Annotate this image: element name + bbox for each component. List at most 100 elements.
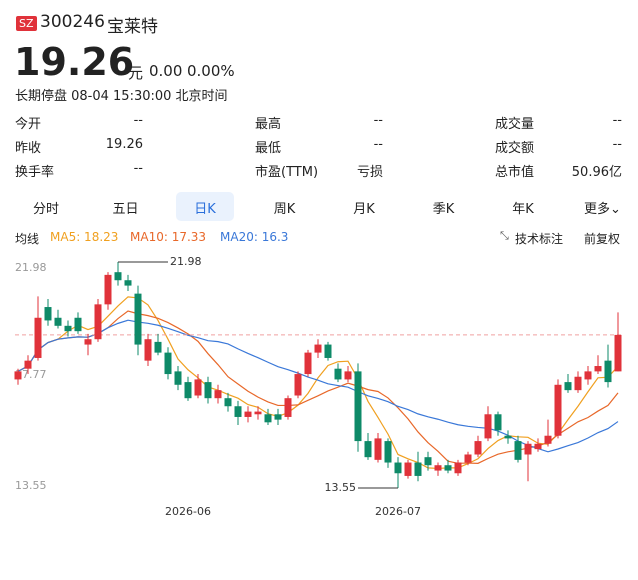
ma-legend: MA10: 17.33 — [130, 230, 207, 244]
candle-body — [484, 414, 492, 439]
candle-body — [114, 272, 122, 281]
candle-body — [74, 317, 82, 332]
x-tick-label: 2026-07 — [375, 505, 421, 518]
candle-body — [264, 414, 272, 423]
candle-body — [294, 374, 302, 396]
candle-body — [424, 457, 432, 466]
y-tick-label: 13.55 — [15, 479, 47, 492]
market-badge: SZ — [16, 16, 37, 31]
candle-body — [34, 317, 42, 358]
tab[interactable]: 季K — [432, 202, 455, 217]
candle-body — [414, 462, 422, 476]
candle-body — [14, 371, 22, 380]
ma-legend: MA5: 18.23 — [50, 230, 119, 244]
stat-value: 50.96亿 — [571, 165, 622, 180]
candle-body — [44, 307, 52, 321]
stock-code: 300246 — [40, 12, 105, 32]
candle-body — [614, 334, 622, 372]
candle-body — [374, 438, 382, 460]
tab[interactable]: 分时 — [32, 202, 59, 217]
active-tab-bg — [176, 192, 234, 221]
tab[interactable]: 更多⌄ — [584, 202, 621, 217]
low-label: 13.55 — [325, 481, 357, 494]
candle-body — [564, 382, 572, 391]
candle-body — [284, 398, 292, 417]
price-unit: 元 — [128, 64, 144, 82]
candle-body — [94, 304, 102, 340]
y-tick-label: 21.98 — [15, 261, 47, 274]
stat-label: 市盈(TTM) — [255, 165, 319, 180]
candle-body — [134, 293, 142, 345]
stat-value: -- — [373, 113, 383, 128]
stat-label: 总市值 — [495, 165, 535, 180]
candle-body — [544, 435, 552, 444]
tab[interactable]: 五日 — [112, 202, 139, 217]
tech-icon: ⤡ — [500, 229, 509, 242]
stat-value: -- — [133, 161, 143, 176]
tab[interactable]: 周K — [273, 202, 296, 217]
change: 0.00 — [149, 62, 183, 80]
candle-body — [534, 443, 542, 450]
stat-value: -- — [373, 137, 383, 152]
candle-body — [214, 390, 222, 399]
candle-body — [244, 411, 252, 417]
candle-body — [494, 414, 502, 431]
candle-body — [314, 344, 322, 353]
candle-body — [64, 325, 72, 332]
candle-body — [54, 317, 62, 326]
adjust[interactable]: 前复权 — [584, 232, 621, 246]
candle-body — [104, 274, 112, 305]
candle-body — [304, 352, 312, 375]
candle-body — [274, 414, 282, 420]
stat-label: 最高 — [255, 117, 282, 132]
stat-value: -- — [612, 113, 622, 128]
ma-line — [17, 310, 619, 464]
stat-label: 最低 — [255, 141, 282, 156]
tab[interactable]: 日K — [194, 202, 216, 217]
candle-body — [324, 344, 332, 358]
candle-body — [584, 371, 592, 380]
stat-label: 成交量 — [495, 117, 535, 132]
candle-body — [144, 339, 152, 361]
candle-body — [184, 382, 192, 399]
candle-body — [124, 280, 132, 286]
stat-value: -- — [133, 113, 143, 128]
candle-body — [154, 341, 162, 353]
candle-body — [84, 339, 92, 345]
candle-body — [354, 371, 362, 442]
price: 19.26 — [14, 40, 135, 84]
y-tick-label: 17.77 — [15, 368, 47, 381]
high-label: 21.98 — [170, 255, 202, 268]
candle-body — [434, 465, 442, 471]
candle-body — [594, 366, 602, 372]
tab[interactable]: 年K — [512, 202, 534, 217]
ma-legend: MA20: 16.3 — [220, 230, 289, 244]
candle-body — [234, 406, 242, 417]
chevron: ⌄ — [610, 202, 621, 217]
candle-body — [224, 398, 232, 407]
tab[interactable]: 月K — [353, 202, 375, 217]
tech-label[interactable]: 技术标注 — [515, 232, 564, 246]
stat-label: 昨收 — [15, 141, 42, 156]
stock-name: 宝莱特 — [107, 17, 158, 37]
candle-body — [574, 376, 582, 391]
candle-body — [364, 441, 372, 458]
candle-body — [24, 360, 32, 369]
candle-body — [384, 441, 392, 463]
candle-body — [194, 379, 202, 396]
stat-value: 亏损 — [356, 165, 383, 180]
candle-body — [174, 371, 182, 385]
stat-label: 今开 — [15, 117, 42, 132]
candle-body — [504, 435, 512, 439]
candle-body — [464, 454, 472, 463]
candle-body — [404, 462, 412, 476]
ma-label: 均线 — [15, 232, 40, 246]
candle-body — [454, 462, 462, 474]
candle-body — [444, 465, 452, 471]
change-pct: 0.00% — [187, 62, 235, 80]
candle-body — [524, 443, 532, 455]
candle-body — [204, 382, 212, 399]
status: 长期停盘 08-04 15:30:00 北京时间 — [15, 89, 228, 104]
